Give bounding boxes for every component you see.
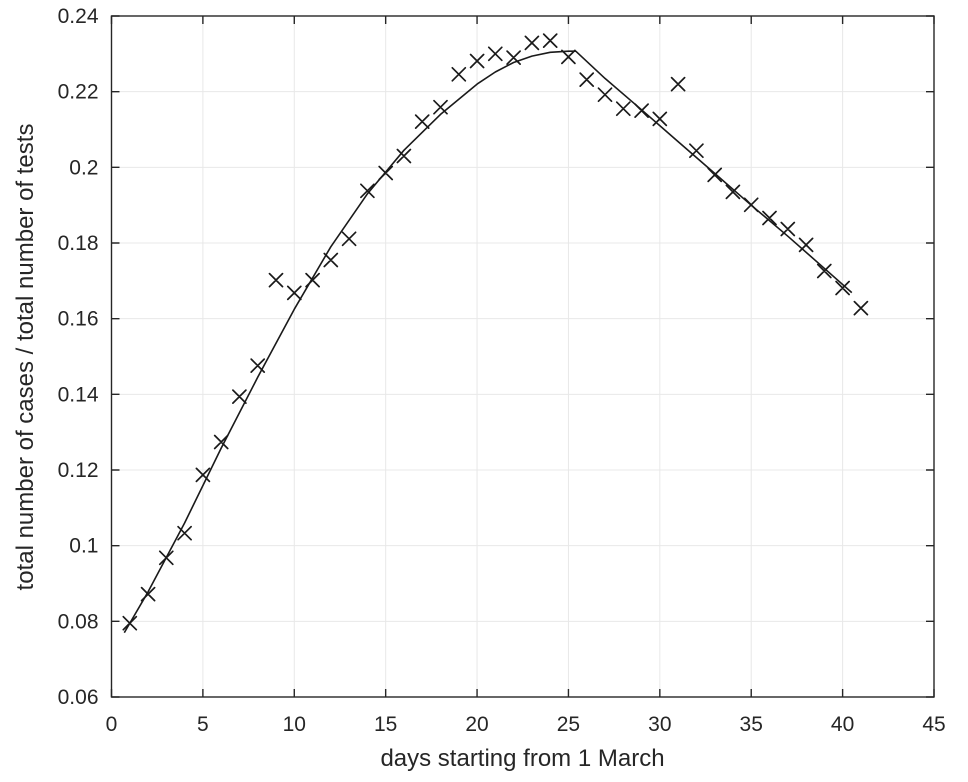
- x-tick-label: 25: [557, 713, 580, 736]
- y-tick-label: 0.24: [58, 5, 99, 28]
- x-tick-label: 45: [922, 713, 945, 736]
- plot-box: [110, 15, 935, 698]
- y-tick-label: 0.16: [58, 308, 99, 331]
- x-tick-label: 5: [197, 713, 209, 736]
- y-tick-label: 0.14: [58, 383, 99, 406]
- x-tick-label: 40: [831, 713, 854, 736]
- y-tick-label: 0.2: [69, 156, 98, 179]
- x-tick-label: 10: [283, 713, 306, 736]
- tick-marks: [110, 15, 935, 698]
- x-tick-label: 35: [740, 713, 763, 736]
- x-tick-label: 30: [648, 713, 671, 736]
- x-tick-label: 0: [106, 713, 118, 736]
- data-markers: [122, 33, 869, 631]
- x-tick-label: 15: [374, 713, 397, 736]
- y-tick-label: 0.08: [58, 610, 99, 633]
- x-tick-label: 20: [465, 713, 488, 736]
- fit-curve: [123, 50, 853, 634]
- y-tick-label: 0.18: [58, 232, 99, 255]
- y-axis-label: total number of cases / total number of …: [12, 123, 39, 591]
- x-axis-label: days starting from 1 March: [380, 745, 665, 772]
- y-tick-label: 0.1: [69, 535, 98, 558]
- y-tick-label: 0.06: [58, 686, 99, 709]
- y-tick-label: 0.22: [58, 81, 99, 104]
- y-tick-label: 0.12: [58, 459, 99, 482]
